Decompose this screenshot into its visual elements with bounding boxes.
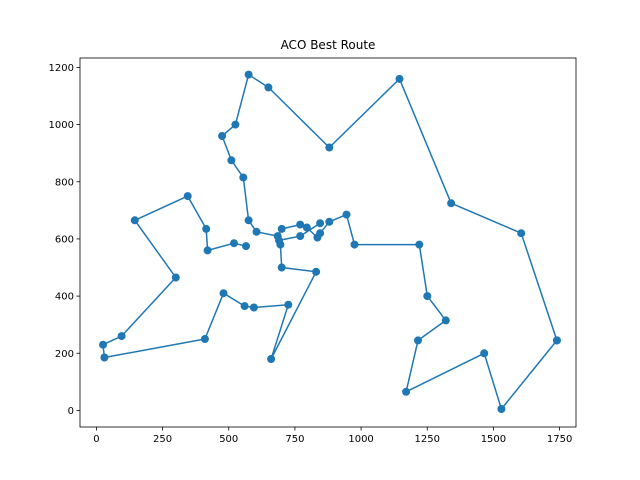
route-point <box>423 292 432 301</box>
route-point <box>552 336 561 345</box>
route-point <box>200 335 209 343</box>
y-tick-label: 800 <box>55 177 74 188</box>
route-point <box>240 302 249 311</box>
x-tick-label: 0 <box>93 434 99 445</box>
route-point <box>100 353 109 362</box>
x-tick-label: 1500 <box>481 434 506 445</box>
x-tick-label: 500 <box>219 434 238 445</box>
route-point <box>296 220 305 229</box>
route-point <box>296 232 305 241</box>
x-tick-label: 1000 <box>348 434 373 445</box>
plot-frame <box>79 57 577 428</box>
route-lines <box>102 73 558 410</box>
route-markers <box>99 70 561 413</box>
route-point <box>284 300 293 309</box>
route-point <box>249 303 258 312</box>
x-axis: 0 250 500 750 1000 1250 1500 1750 <box>93 427 572 445</box>
route-point <box>517 229 526 238</box>
route-point <box>316 219 325 228</box>
route-point <box>230 239 238 248</box>
route-point <box>342 210 351 219</box>
route-point <box>402 387 411 396</box>
route-point <box>312 267 321 276</box>
route-point <box>99 340 107 349</box>
route-point <box>171 273 180 282</box>
route-point <box>203 246 212 255</box>
route-point <box>130 216 139 225</box>
x-tick-label: 1750 <box>547 434 572 445</box>
x-tick-label: 250 <box>153 434 172 445</box>
route-point <box>244 70 253 79</box>
y-tick-label: 600 <box>55 234 74 245</box>
route-point <box>480 349 489 358</box>
route-point <box>415 240 424 249</box>
route-point <box>239 173 248 182</box>
route-point <box>275 236 283 245</box>
route-point <box>350 240 359 249</box>
y-axis: 0 200 400 600 800 1000 1200 <box>49 63 80 417</box>
route-point <box>219 289 228 298</box>
route-point <box>316 229 325 238</box>
route-point <box>441 316 450 325</box>
route-point <box>267 355 276 363</box>
y-tick-label: 400 <box>55 292 74 303</box>
y-tick-label: 0 <box>68 406 74 417</box>
route-point <box>264 83 273 92</box>
route-point <box>277 263 286 272</box>
route-point <box>447 199 456 208</box>
route-point <box>231 120 240 129</box>
x-tick-label: 1250 <box>415 434 440 445</box>
route-point <box>183 192 192 201</box>
chart-title: ACO Best Route <box>281 38 376 52</box>
x-tick-label: 750 <box>285 434 304 445</box>
route-point <box>117 332 126 341</box>
route-point <box>252 227 261 236</box>
route-point <box>277 224 286 233</box>
route-point <box>218 132 227 140</box>
route-point <box>302 223 311 232</box>
route-point <box>325 217 334 226</box>
route-point <box>202 224 211 233</box>
route-line-1 <box>221 73 558 410</box>
y-tick-label: 200 <box>55 349 74 360</box>
route-point <box>497 405 506 413</box>
route-point <box>227 156 236 165</box>
route-line-2 <box>102 195 321 360</box>
y-tick-label: 1200 <box>49 63 74 74</box>
route-point <box>395 74 404 83</box>
route-point <box>414 336 422 345</box>
route-point <box>242 242 250 251</box>
y-tick-label: 1000 <box>49 120 74 131</box>
route-point <box>325 143 334 152</box>
route-point <box>244 216 253 225</box>
